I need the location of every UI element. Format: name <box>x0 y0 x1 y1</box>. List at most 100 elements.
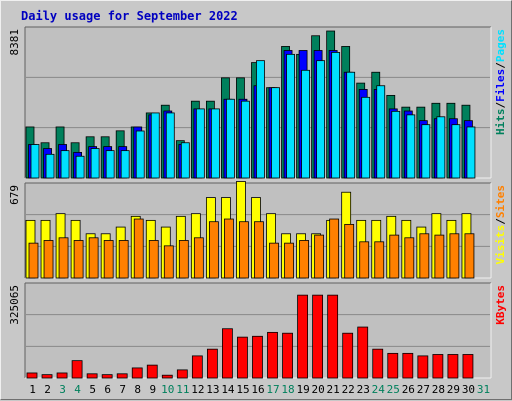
bar-kbytes-day-20 <box>312 294 324 379</box>
bar-sites-day-3 <box>58 237 69 279</box>
day-label-10: 10 <box>161 383 174 396</box>
bar-pages-day-27 <box>421 124 431 179</box>
bar-kbytes-day-29 <box>447 354 459 379</box>
bar-kbytes-day-25 <box>387 352 399 379</box>
max-label-hits-files-pages: 8381 <box>8 29 21 56</box>
bar-sites-day-26 <box>404 237 415 279</box>
day-label-7: 7 <box>119 383 126 396</box>
series-kbytes <box>26 294 474 379</box>
x-axis-day-labels: 1 2 3 4 5 6 7 8 9 10 11 12 13 14 15 16 17 18 19 20 21 22 23 24 2… <box>29 383 490 396</box>
day-label-2: 2 <box>44 383 51 396</box>
day-label-1: 1 <box>29 383 36 396</box>
day-label-20: 20 <box>312 383 325 396</box>
panel-visits-sites: 679 Visits/Sites <box>8 181 507 279</box>
day-label-17: 17 <box>266 383 279 396</box>
bar-sites-day-12 <box>193 237 204 279</box>
bar-pages-day-7 <box>120 150 130 179</box>
bar-pages-day-16 <box>256 60 265 179</box>
bar-sites-day-8 <box>133 218 144 279</box>
bar-kbytes-day-2 <box>41 374 53 379</box>
legend-entry: Sites <box>494 185 507 218</box>
bar-pages-day-24 <box>376 85 386 179</box>
bar-pages-day-30 <box>466 126 476 179</box>
bar-sites-day-28 <box>434 234 445 279</box>
bar-pages-day-3 <box>60 150 70 179</box>
bar-pages-day-26 <box>406 114 416 179</box>
bar-kbytes-day-16 <box>252 335 263 379</box>
bar-sites-day-2 <box>43 240 54 279</box>
day-label-28: 28 <box>432 383 445 396</box>
bar-kbytes-day-1 <box>26 372 38 379</box>
bar-sites-day-7 <box>118 240 129 279</box>
bar-sites-day-9 <box>148 240 159 279</box>
bar-pages-day-9 <box>150 112 160 179</box>
bar-kbytes-day-23 <box>357 326 369 379</box>
day-label-22: 22 <box>342 383 355 396</box>
bar-kbytes-day-8 <box>131 367 143 379</box>
day-label-26: 26 <box>402 383 415 396</box>
bar-sites-day-25 <box>389 234 400 279</box>
day-label-9: 9 <box>149 383 156 396</box>
bar-pages-day-2 <box>45 153 55 179</box>
day-label-11: 11 <box>176 383 189 396</box>
day-label-14: 14 <box>221 383 235 396</box>
bar-sites-day-20 <box>314 234 325 279</box>
bar-pages-day-28 <box>436 116 446 179</box>
bar-pages-day-19 <box>301 69 310 179</box>
bar-sites-day-27 <box>419 233 430 279</box>
bar-sites-day-16 <box>254 221 264 279</box>
bar-kbytes-day-26 <box>402 352 414 379</box>
legend-entry: / <box>494 62 507 69</box>
bar-sites-day-19 <box>299 240 309 279</box>
bar-kbytes-day-9 <box>146 364 158 379</box>
bar-pages-day-20 <box>316 60 326 179</box>
day-label-18: 18 <box>281 383 294 396</box>
bar-sites-day-30 <box>464 233 475 279</box>
bar-pages-day-18 <box>286 53 295 179</box>
bar-sites-day-11 <box>178 240 189 279</box>
bar-sites-day-13 <box>208 221 219 279</box>
bar-pages-day-23 <box>361 96 371 179</box>
legend-entry: Files <box>494 69 507 102</box>
bar-sites-day-21 <box>329 218 340 279</box>
bar-kbytes-day-18 <box>282 332 293 379</box>
day-label-29: 29 <box>447 383 460 396</box>
bar-kbytes-day-6 <box>101 374 113 379</box>
legend-entry: KBytes <box>494 285 507 325</box>
bar-pages-day-14 <box>226 98 235 179</box>
legend-entry: Hits <box>494 109 507 136</box>
day-label-4: 4 <box>74 383 81 396</box>
max-label-visits-sites: 679 <box>8 185 21 205</box>
max-label-kbytes: 325065 <box>8 285 21 325</box>
day-label-30: 30 <box>462 383 475 396</box>
day-label-6: 6 <box>104 383 111 396</box>
bar-pages-day-8 <box>135 130 145 179</box>
bar-kbytes-day-3 <box>56 372 68 379</box>
day-label-13: 13 <box>206 383 219 396</box>
legend-visits-sites: Visits/Sites <box>494 185 507 265</box>
bar-sites-day-6 <box>103 240 114 279</box>
bar-kbytes-day-22 <box>342 332 354 379</box>
day-label-3: 3 <box>59 383 66 396</box>
bar-kbytes-day-27 <box>417 355 429 379</box>
bar-sites-day-24 <box>374 241 385 279</box>
bar-pages-day-17 <box>271 87 280 179</box>
bar-pages-day-21 <box>331 52 341 179</box>
bar-kbytes-day-28 <box>432 354 444 379</box>
bar-sites-day-17 <box>269 242 279 279</box>
day-label-21: 21 <box>327 383 340 396</box>
legend-entry: / <box>494 218 507 225</box>
day-label-19: 19 <box>296 383 309 396</box>
bar-pages-day-13 <box>210 108 220 179</box>
bar-pages-day-11 <box>180 142 190 179</box>
bar-kbytes-day-17 <box>267 331 278 379</box>
bar-kbytes-day-12 <box>191 355 203 379</box>
bar-sites-day-22 <box>344 223 355 279</box>
bar-pages-day-25 <box>391 110 401 179</box>
panels-layer: 8381Hits/Files/Pages679Visits/Sites32506… <box>8 26 507 379</box>
bar-pages-day-12 <box>195 108 205 179</box>
bar-sites-day-5 <box>88 237 99 279</box>
